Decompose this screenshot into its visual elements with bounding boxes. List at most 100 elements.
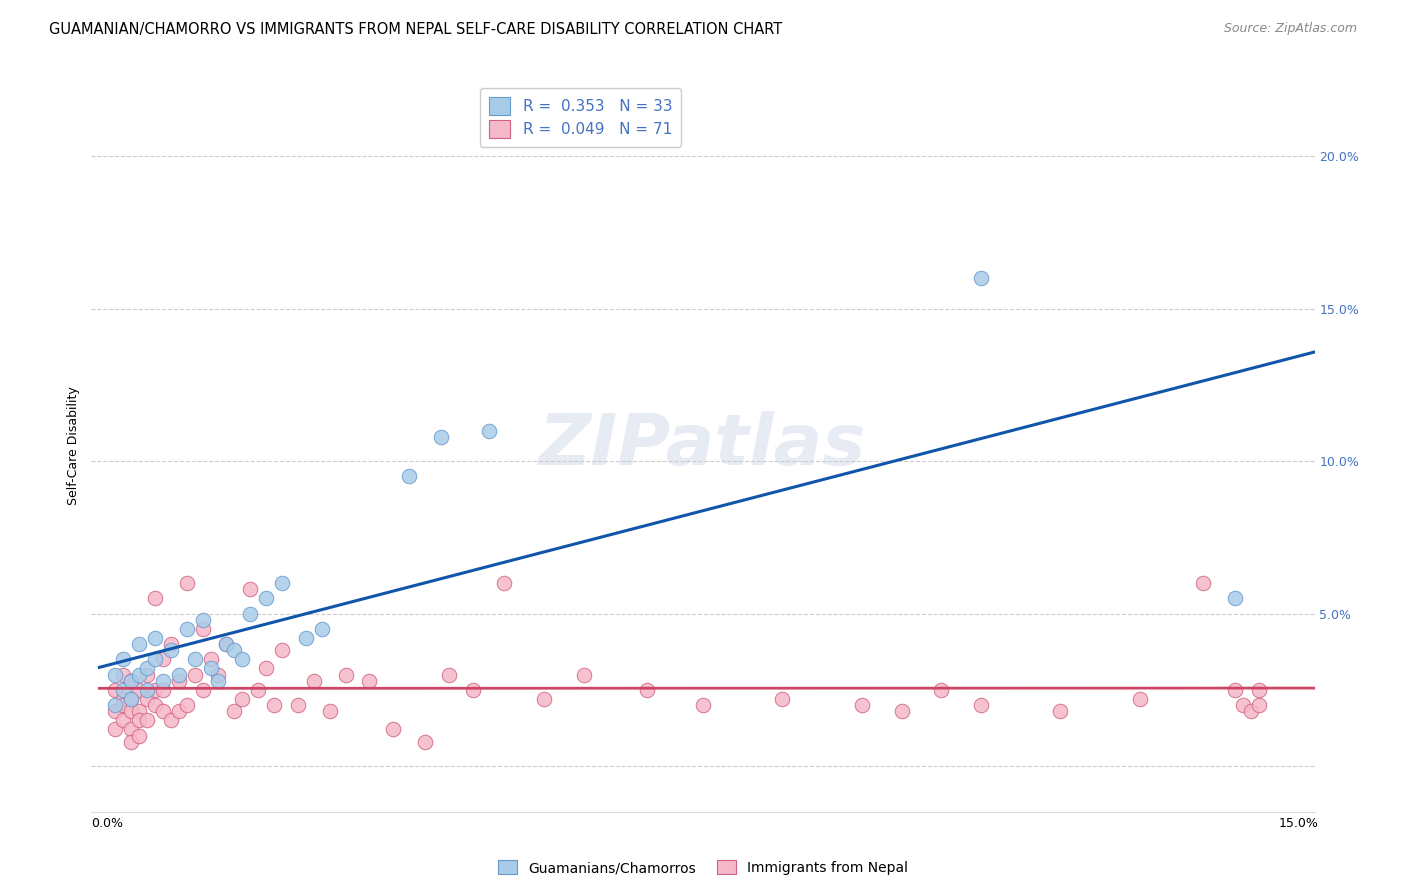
Point [572,667,595,681]
Point [167,704,190,718]
Point [287,698,309,712]
Point [183,667,205,681]
Point [128,667,150,681]
Point [271,643,294,657]
Text: GUAMANIAN/CHAMORRO VS IMMIGRANTS FROM NEPAL SELF-CARE DISABILITY CORRELATION CHA: GUAMANIAN/CHAMORRO VS IMMIGRANTS FROM NE… [49,22,783,37]
Point [167,673,190,688]
Point [851,698,873,712]
Point [112,692,135,706]
Point [120,734,142,748]
Point [159,637,181,651]
Point [295,631,318,645]
Point [254,591,277,606]
Point [159,643,181,657]
Point [104,698,127,712]
Point [215,637,238,651]
Text: Source: ZipAtlas.com: Source: ZipAtlas.com [1223,22,1357,36]
Point [152,652,174,666]
Point [929,682,952,697]
Point [770,692,793,706]
Point [120,673,142,688]
Point [120,692,142,706]
Point [152,704,174,718]
Point [183,652,205,666]
Point [152,682,174,697]
Point [224,643,246,657]
Point [1225,591,1247,606]
Legend: R =  0.353   N = 33, R =  0.049   N = 71: R = 0.353 N = 33, R = 0.049 N = 71 [479,88,682,147]
Point [176,576,198,591]
Point [207,673,229,688]
Point [112,667,135,681]
Point [239,582,262,597]
Point [104,682,127,697]
Point [302,673,325,688]
Point [1129,692,1152,706]
Point [191,613,214,627]
Point [263,698,285,712]
Point [112,682,135,697]
Point [1247,698,1270,712]
Point [224,704,246,718]
Point [152,673,174,688]
Point [143,591,166,606]
Point [128,704,150,718]
Point [167,667,190,681]
Point [271,576,294,591]
Point [104,723,127,737]
Y-axis label: Self-Care Disability: Self-Care Disability [66,386,80,506]
Point [311,622,333,636]
Point [191,622,214,636]
Point [120,723,142,737]
Point [136,714,159,728]
Point [477,424,499,438]
Point [239,607,262,621]
Point [200,661,222,675]
Point [398,469,420,483]
Point [143,631,166,645]
Point [1240,704,1263,718]
Point [215,637,238,651]
Legend: Guamanians/Chamorros, Immigrants from Nepal: Guamanians/Chamorros, Immigrants from Ne… [492,855,914,880]
Point [494,576,516,591]
Point [359,673,381,688]
Point [1247,682,1270,697]
Point [136,682,159,697]
Point [104,667,127,681]
Point [120,692,142,706]
Point [207,667,229,681]
Point [430,430,453,444]
Point [176,622,198,636]
Point [970,271,993,285]
Point [1192,576,1215,591]
Point [128,637,150,651]
Point [128,682,150,697]
Point [382,723,405,737]
Point [970,698,993,712]
Point [112,698,135,712]
Point [120,673,142,688]
Point [413,734,436,748]
Point [231,652,253,666]
Point [112,714,135,728]
Point [254,661,277,675]
Point [143,652,166,666]
Point [104,704,127,718]
Point [128,729,150,743]
Point [890,704,912,718]
Point [692,698,714,712]
Point [136,661,159,675]
Point [461,682,484,697]
Point [318,704,340,718]
Point [120,704,142,718]
Point [231,692,253,706]
Point [437,667,460,681]
Point [335,667,357,681]
Point [143,698,166,712]
Point [1049,704,1071,718]
Point [136,692,159,706]
Point [533,692,555,706]
Point [200,652,222,666]
Point [112,652,135,666]
Point [128,714,150,728]
